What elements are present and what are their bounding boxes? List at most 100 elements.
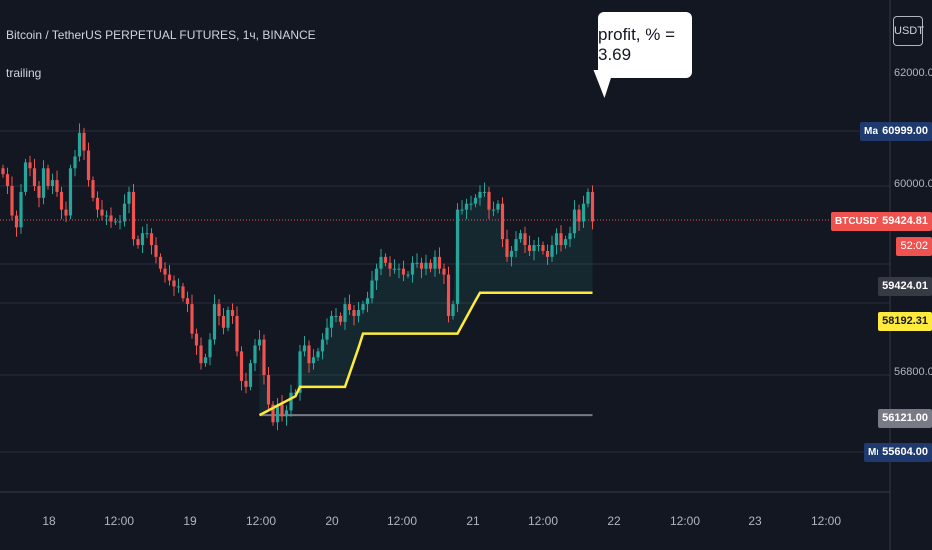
candle-body	[59, 191, 64, 210]
candle-body	[338, 315, 343, 322]
indicator-legend[interactable]: trailing	[6, 66, 42, 80]
candle-body	[397, 268, 401, 270]
candle-body	[221, 315, 226, 328]
candle-body	[406, 274, 410, 276]
candle-body	[23, 162, 28, 192]
candle-body	[235, 315, 239, 352]
candle-body	[307, 345, 311, 364]
candle-body	[577, 209, 581, 222]
candle-body	[19, 191, 23, 228]
candle-body	[226, 310, 230, 328]
candle-body	[190, 304, 194, 334]
candle-body	[280, 404, 284, 417]
candle-body	[415, 262, 419, 264]
candle-body	[10, 186, 14, 216]
candle-body	[347, 304, 352, 311]
time-tick: 19	[183, 514, 197, 528]
candle-body	[244, 380, 248, 387]
candle-body	[293, 392, 298, 394]
candle-body	[55, 180, 59, 192]
currency-button[interactable]: USDT	[893, 16, 924, 46]
last-price-label: 59424.81	[878, 212, 932, 231]
candle-body	[568, 233, 572, 240]
candle-body	[113, 221, 118, 223]
time-tick: 18	[42, 514, 56, 528]
candle-body	[37, 186, 41, 198]
candle-body	[469, 203, 473, 205]
candle-body	[388, 262, 392, 269]
candle-body	[118, 221, 122, 223]
time-tick: 21	[466, 514, 480, 528]
candle-body	[149, 233, 154, 246]
candle-body	[518, 233, 523, 240]
candle-body	[581, 203, 586, 222]
candle-body	[505, 239, 509, 257]
candle-body	[311, 357, 316, 364]
candle-body	[401, 268, 406, 275]
candle-body	[356, 310, 361, 316]
candle-body	[536, 245, 541, 247]
candle-body	[550, 245, 554, 257]
candle-body	[446, 274, 451, 316]
candle-body	[50, 180, 55, 186]
candle-body	[185, 298, 190, 305]
candle-body	[329, 315, 334, 328]
candle-body	[374, 268, 379, 281]
candle-body	[320, 339, 325, 352]
candle-body	[266, 375, 271, 405]
candle-body	[217, 304, 221, 316]
candle-body	[163, 268, 167, 275]
candle-body	[361, 304, 365, 311]
candle-body	[32, 168, 37, 186]
candle-body	[172, 280, 176, 287]
candle-body	[298, 351, 302, 393]
candle-body	[590, 191, 595, 222]
candle-body	[365, 298, 370, 305]
candle-body	[212, 304, 217, 340]
candle-body	[352, 310, 356, 316]
candle-body	[410, 262, 415, 275]
candle-body	[460, 209, 464, 211]
candle-body	[181, 286, 185, 299]
entry-price-label: 56121.00	[878, 409, 932, 428]
candle-body	[82, 132, 86, 151]
candle-body	[136, 239, 140, 246]
candle-body	[253, 345, 257, 364]
candle-body	[199, 345, 203, 364]
candle-body	[392, 268, 397, 270]
candle-body	[73, 156, 77, 169]
profit-annotation[interactable]: profit, % = 3.69	[598, 12, 692, 78]
price-label-2: 59424.01	[878, 277, 932, 296]
trailing-stop-line	[258, 291, 593, 417]
candle-body	[64, 209, 68, 216]
candle-body	[370, 280, 374, 299]
candle-body	[379, 256, 383, 269]
candle-body	[541, 245, 545, 251]
candle-body	[419, 262, 424, 269]
candle-body	[158, 256, 163, 269]
candle-body	[473, 197, 478, 204]
candle-body	[563, 239, 568, 246]
candle-body	[176, 286, 181, 288]
candle-body	[46, 168, 50, 186]
candle-body	[140, 233, 145, 246]
price-tick: 62000.00	[894, 67, 932, 79]
price-tick: 60000.00	[894, 178, 932, 190]
time-tick: 22	[607, 514, 621, 528]
candle-body	[248, 363, 253, 387]
candle-body	[167, 274, 172, 281]
candle-body	[559, 233, 563, 246]
time-tick: 12:00	[527, 514, 559, 528]
countdown-label: 52:02	[896, 237, 932, 256]
candle-body	[554, 233, 559, 246]
candle-body	[523, 233, 527, 246]
candle-body	[383, 256, 388, 263]
candle-body	[1, 168, 5, 175]
time-tick: 12:00	[103, 514, 135, 528]
candle-body	[527, 245, 532, 251]
candle-body	[86, 150, 91, 181]
candle-body	[208, 339, 212, 358]
candle-body	[334, 315, 338, 317]
